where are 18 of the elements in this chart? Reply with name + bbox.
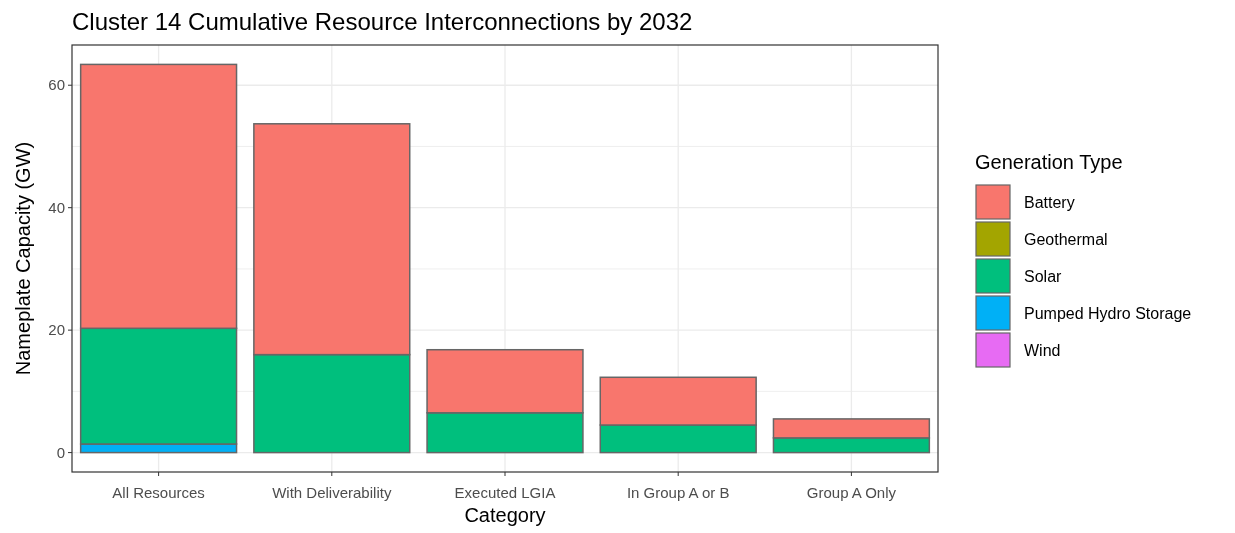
legend-label: Wind (1024, 341, 1061, 359)
legend-label: Pumped Hydro Storage (1024, 304, 1192, 322)
y-tick-label: 40 (48, 198, 65, 216)
y-axis-title: Nameplate Capacity (GW) (12, 141, 34, 376)
legend-label: Geothermal (1024, 230, 1108, 248)
x-tick-label: In Group A or B (626, 484, 730, 501)
y-tick-label: 60 (48, 76, 65, 94)
legend-label: Battery (1024, 193, 1075, 211)
chart-title: Cluster 14 Cumulative Resource Interconnections by 2032 (72, 8, 693, 35)
x-tick-label: All Resources (112, 484, 205, 501)
x-tick-label: With Deliverability (272, 484, 392, 501)
y-tick-label: 0 (56, 443, 65, 461)
x-tick-label: Group A Only (806, 484, 897, 501)
legend-label: Solar (1024, 267, 1063, 285)
x-tick-label: Executed LGIA (454, 484, 556, 501)
y-tick-label: 20 (48, 321, 65, 339)
legend-title: Generation Type (975, 151, 1123, 173)
x-axis-title: Category (464, 504, 546, 526)
